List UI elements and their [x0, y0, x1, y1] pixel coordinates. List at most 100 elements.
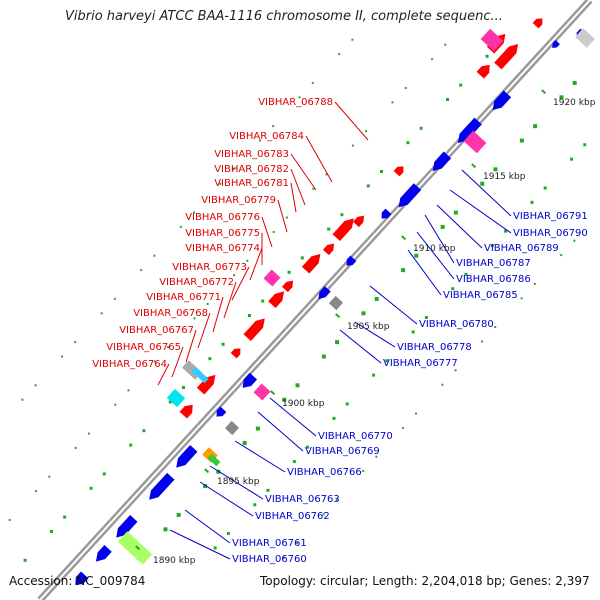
track-dot	[365, 130, 368, 133]
scale-label: 1910 kbp	[413, 244, 456, 254]
track-dot	[335, 498, 338, 501]
leader-line	[424, 214, 455, 264]
gene-label-VIBHAR_06777: VIBHAR_06777	[383, 358, 458, 369]
track-dot	[374, 296, 379, 301]
label-leader-lines	[157, 101, 512, 560]
gene-label-VIBHAR_06773: VIBHAR_06773	[172, 262, 247, 273]
track-dot	[153, 254, 156, 257]
track-dot	[345, 402, 349, 406]
track-dot	[298, 96, 301, 99]
track-dot	[312, 187, 315, 190]
gene-label-VIBHAR_06791: VIBHAR_06791	[513, 211, 588, 222]
gene-label-VIBHAR_06790: VIBHAR_06790	[513, 228, 588, 239]
gene-label-VIBHAR_06786: VIBHAR_06786	[456, 274, 531, 285]
track-dot	[493, 167, 498, 172]
track-dot	[533, 282, 536, 285]
leader-line	[354, 321, 396, 348]
scale-tick	[204, 468, 210, 474]
track-dot	[213, 546, 217, 550]
track-dot	[127, 389, 130, 392]
leader-line	[234, 440, 286, 473]
track-dot	[23, 558, 27, 562]
scale-label: 1890 kbp	[153, 556, 196, 566]
gene-label-VIBHAR_06760: VIBHAR_06760	[232, 554, 307, 565]
gene-arrow	[243, 318, 265, 341]
track-dot	[453, 210, 458, 215]
track-dot	[61, 355, 63, 358]
gene-label-VIBHAR_06770: VIBHAR_06770	[318, 431, 393, 442]
gene-arrow	[179, 404, 193, 419]
track-dot	[351, 144, 354, 147]
leader-line	[249, 247, 263, 281]
track-dot	[372, 373, 376, 377]
feature-box	[253, 383, 271, 401]
leader-line	[369, 285, 418, 325]
map-title: Vibrio harveyi ATCC BAA-1116 chromosome …	[65, 9, 503, 24]
track-dot	[193, 211, 195, 214]
gene-label-VIBHAR_06763: VIBHAR_06763	[265, 494, 340, 505]
track-dot	[520, 297, 523, 300]
track-dot	[444, 43, 447, 46]
track-dot	[34, 384, 37, 387]
leader-line	[407, 249, 442, 296]
gene-arrow	[352, 215, 365, 228]
feature-box	[263, 269, 281, 287]
gene-label-VIBHAR_06785: VIBHAR_06785	[443, 290, 518, 301]
track-dot	[114, 403, 117, 406]
track-dot	[385, 359, 389, 363]
scale-tick	[401, 235, 407, 241]
gene-label-VIBHAR_06784: VIBHAR_06784	[229, 131, 304, 142]
gene-label-VIBHAR_06762: VIBHAR_06762	[255, 511, 330, 522]
track-dot	[431, 58, 434, 61]
gene-arrow	[457, 117, 482, 144]
leader-line	[416, 231, 455, 280]
leader-line	[436, 204, 483, 249]
track-dot	[559, 95, 564, 100]
gene-label-VIBHAR_06767: VIBHAR_06767	[119, 325, 194, 336]
gene-label-VIBHAR_06778: VIBHAR_06778	[397, 342, 472, 353]
scale-tick	[335, 313, 341, 319]
track-dot	[272, 125, 275, 128]
feature-box	[328, 295, 344, 311]
track-dot	[182, 386, 185, 389]
track-dot	[208, 357, 212, 361]
gene-arrow	[176, 445, 198, 468]
track-dot	[142, 429, 146, 433]
feature-box	[191, 366, 209, 384]
track-dot	[391, 101, 394, 104]
gene-arrow	[196, 374, 216, 395]
scale-label: 1915 kbp	[483, 172, 526, 182]
track-dot	[519, 138, 524, 143]
leader-line	[305, 135, 333, 183]
leader-line	[269, 397, 317, 437]
track-dot	[219, 182, 222, 185]
track-dot	[292, 460, 296, 464]
gene-arrow	[552, 40, 560, 48]
track-dot	[583, 143, 587, 147]
track-dot	[440, 224, 445, 229]
gene-features	[75, 18, 595, 586]
gene-label-VIBHAR_06788: VIBHAR_06788	[258, 97, 333, 108]
leader-line	[290, 182, 297, 213]
gene-arrow	[532, 18, 543, 29]
leader-line	[257, 411, 304, 452]
track-dot	[464, 272, 468, 276]
feature-box	[166, 388, 186, 408]
gene-arrow	[346, 255, 357, 266]
track-dot	[401, 426, 404, 429]
track-dot	[401, 268, 406, 273]
track-dot	[321, 354, 326, 359]
track-dot	[340, 213, 344, 217]
track-dot	[259, 139, 261, 142]
track-dot	[481, 340, 483, 343]
track-dot	[242, 440, 247, 445]
track-dot	[296, 542, 299, 545]
track-dot	[226, 532, 230, 536]
feature-box	[117, 531, 153, 565]
track-dot	[282, 397, 287, 402]
track-dot	[153, 360, 156, 363]
gene-arrow	[322, 243, 335, 256]
track-dot	[451, 287, 455, 291]
leader-line	[290, 153, 317, 191]
gene-label-VIBHAR_06789: VIBHAR_06789	[484, 243, 559, 254]
